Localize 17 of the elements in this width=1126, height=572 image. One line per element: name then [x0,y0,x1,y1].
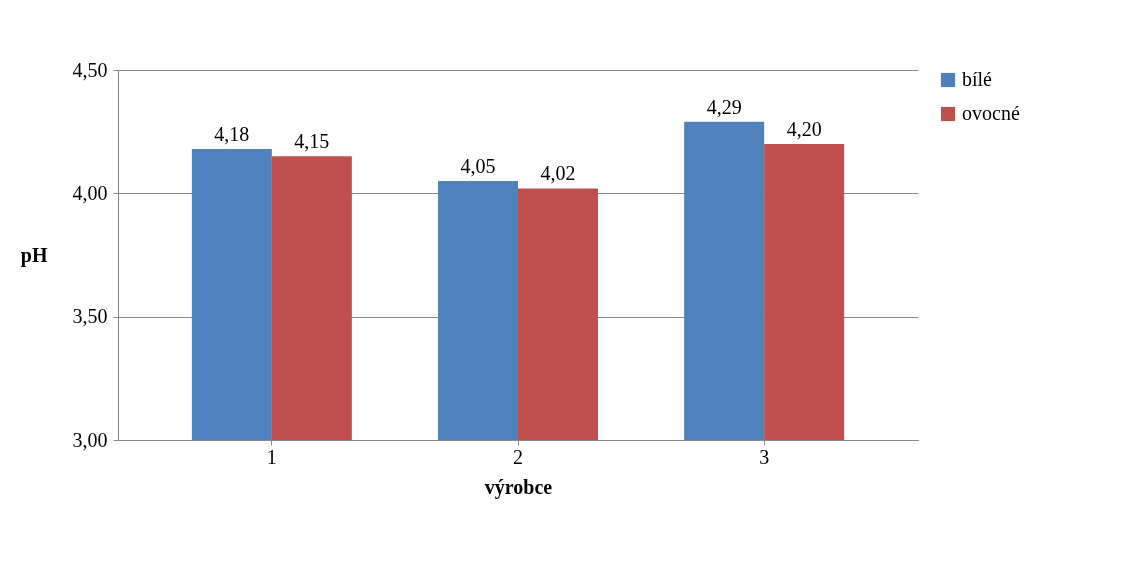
x-tick-label: 1 [266,445,277,468]
data-label: 4,02 [540,162,576,185]
y-tick-label: 4,00 [72,181,108,204]
legend-label: bílé [962,68,993,90]
data-label: 4,15 [294,130,330,153]
data-label: 4,05 [460,155,496,177]
data-label: 4,18 [214,122,250,145]
y-axis-title: pH [20,243,48,267]
legend-label: ovocné [962,102,1020,124]
x-tick-label: 2 [513,445,523,468]
data-label: 4,20 [786,118,822,140]
x-axis-title: výrobce [484,475,553,499]
y-tick-label: 3,50 [72,305,108,328]
data-label: 4,29 [706,95,742,118]
y-tick-label: 4,50 [72,58,108,81]
y-tick-label: 3,00 [72,428,108,451]
x-tick-label: 3 [759,445,770,468]
